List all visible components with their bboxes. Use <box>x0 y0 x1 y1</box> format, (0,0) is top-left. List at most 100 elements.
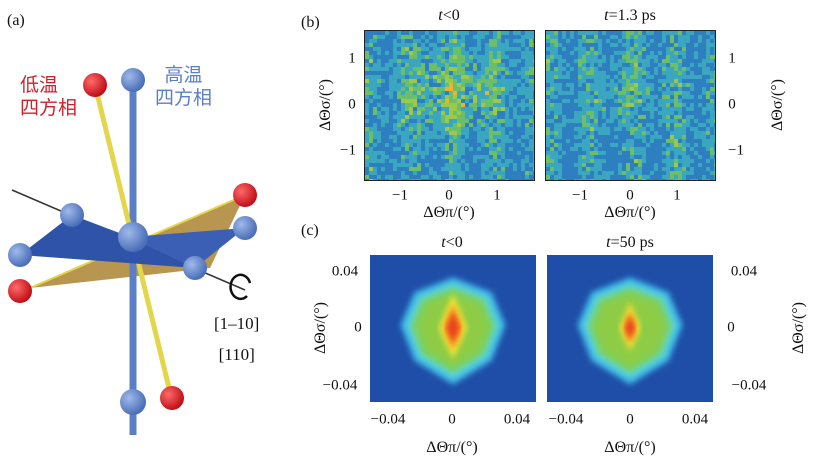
heatmap-cell <box>706 51 710 55</box>
panel-c-label: (c) <box>301 222 319 239</box>
heatmap-cell <box>574 55 578 59</box>
heatmap-cell <box>477 159 481 163</box>
heatmap-cell <box>481 63 485 67</box>
heatmap-cell <box>566 79 570 83</box>
heatmap-cell <box>670 47 674 51</box>
heatmap-cell <box>682 143 686 147</box>
heatmap-cell <box>517 159 521 163</box>
heatmap-cell <box>626 139 630 143</box>
heatmap-cell <box>646 151 650 155</box>
heatmap-cell <box>485 83 489 87</box>
heatmap-cell <box>646 107 650 111</box>
heatmap-cell <box>461 67 465 71</box>
heatmap-cell <box>477 59 481 63</box>
heatmap-cell <box>437 99 441 103</box>
heatmap-cell <box>578 123 582 127</box>
heatmap-cell <box>481 79 485 83</box>
heatmap-cell <box>710 131 714 135</box>
heatmap-cell <box>401 31 405 35</box>
heatmap-cell <box>505 163 509 167</box>
heatmap-cell <box>389 171 393 175</box>
heatmap-cell <box>457 143 461 147</box>
heatmap-cell <box>578 131 582 135</box>
heatmap-cell <box>614 43 618 47</box>
heatmap-cell <box>461 35 465 39</box>
heatmap-cell <box>690 67 694 71</box>
heatmap-cell <box>465 115 469 119</box>
crystal-structure-diagram <box>8 68 257 435</box>
heatmap-cell <box>582 75 586 79</box>
heatmap-cell <box>517 95 521 99</box>
b-y-tick-right: 1 <box>728 50 736 67</box>
heatmap-cell <box>513 103 517 107</box>
heatmap-cell <box>369 43 373 47</box>
heatmap-cell <box>437 147 441 151</box>
heatmap-cell <box>586 99 590 103</box>
heatmap-cell <box>622 47 626 51</box>
heatmap-cell <box>409 51 413 55</box>
heatmap-cell <box>590 147 594 151</box>
heatmap-cell <box>682 71 686 75</box>
heatmap-cell <box>381 35 385 39</box>
heatmap-cell <box>417 31 421 35</box>
heatmap-cell <box>642 91 646 95</box>
heatmap-cell <box>421 67 425 71</box>
heatmap-cell <box>517 67 521 71</box>
heatmap-cell <box>433 51 437 55</box>
heatmap-cell <box>570 75 574 79</box>
heatmap-cell <box>582 35 586 39</box>
c-x-tick: 0 <box>448 411 456 428</box>
heatmap-cell <box>674 111 678 115</box>
heatmap-cell <box>614 119 618 123</box>
heatmap-cell <box>562 115 566 119</box>
heatmap-cell <box>441 171 445 175</box>
heatmap-cell <box>513 107 517 111</box>
heatmap-cell <box>626 135 630 139</box>
heatmap-cell <box>590 95 594 99</box>
heatmap-cell <box>429 43 433 47</box>
heatmap-cell <box>397 51 401 55</box>
heatmap-cell <box>441 51 445 55</box>
heatmap-cell <box>626 83 630 87</box>
heatmap-cell <box>550 51 554 55</box>
heatmap-cell <box>413 87 417 91</box>
heatmap-cell <box>413 151 417 155</box>
heatmap-cell <box>501 47 505 51</box>
heatmap-cell <box>409 139 413 143</box>
heatmap-cell <box>646 39 650 43</box>
heatmap-cell <box>433 123 437 127</box>
heatmap-cell <box>381 107 385 111</box>
heatmap-cell <box>710 39 714 43</box>
heatmap-cell <box>365 39 369 43</box>
heatmap-cell <box>570 107 574 111</box>
heatmap-cell <box>493 147 497 151</box>
heatmap-cell <box>678 43 682 47</box>
heatmap-cell <box>409 167 413 171</box>
heatmap-cell <box>497 123 501 127</box>
heatmap-cell <box>654 63 658 67</box>
heatmap-cell <box>413 163 417 167</box>
heatmap-cell <box>606 51 610 55</box>
heatmap-cell <box>654 67 658 71</box>
heatmap-cell <box>606 95 610 99</box>
heatmap-cell <box>529 59 533 63</box>
heatmap-cell <box>698 87 702 91</box>
heatmap-cell <box>437 127 441 131</box>
heatmap-cell <box>554 127 558 131</box>
heatmap-cell <box>630 35 634 39</box>
heatmap-cell <box>437 167 441 171</box>
heatmap-cell <box>710 171 714 175</box>
heatmap-cell <box>690 91 694 95</box>
heatmap-cell <box>369 163 373 167</box>
heatmap-cell <box>546 175 550 179</box>
heatmap-cell <box>690 147 694 151</box>
heatmap-cell <box>517 31 521 35</box>
heatmap-cell <box>690 119 694 123</box>
heatmap-cell <box>473 119 477 123</box>
heatmap-cell <box>373 59 377 63</box>
heatmap-cell <box>706 87 710 91</box>
heatmap-cell <box>654 59 658 63</box>
heatmap-cell <box>457 171 461 175</box>
heatmap-cell <box>397 135 401 139</box>
heatmap-cell <box>441 83 445 87</box>
